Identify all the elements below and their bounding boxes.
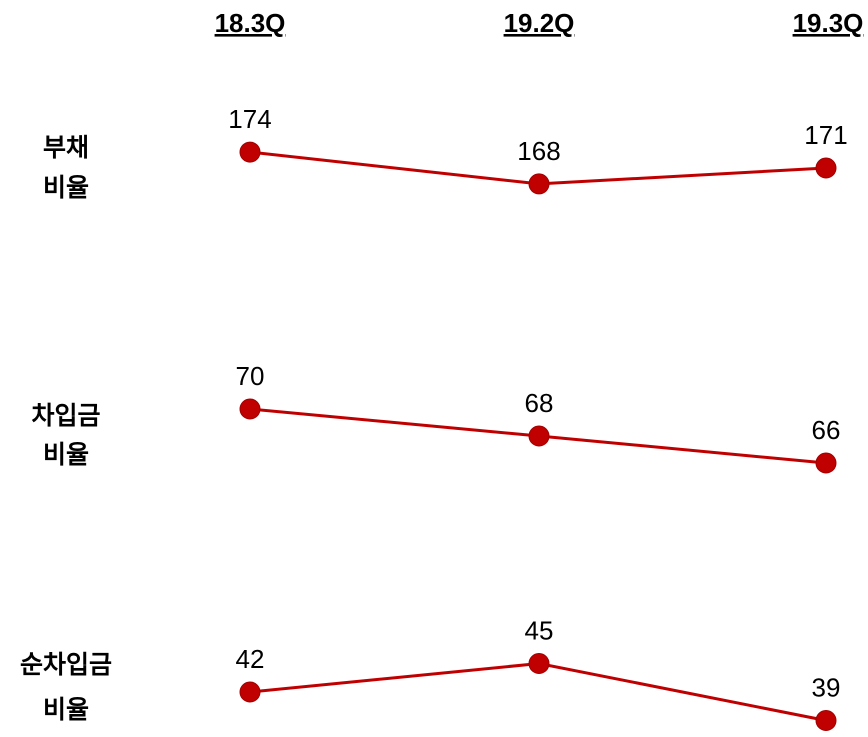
data-point-1-1 [528,425,550,447]
data-point-0-0 [239,141,261,163]
series-0: 174 168 171 [228,104,848,195]
data-label-1-0: 70 [236,361,265,391]
series-2: 42 45 39 [236,616,841,731]
data-label-0-1: 168 [517,136,560,166]
plot-area: 174 168 171 70 68 66 42 45 39 [228,104,848,731]
data-label-1-2: 66 [812,415,841,445]
data-label-2-1: 45 [525,616,554,646]
row-label-1-line-0: 차입금 [31,401,100,430]
data-point-1-2 [815,452,837,474]
row-label-0-line-1: 비율 [43,173,89,202]
data-label-0-0: 174 [228,104,271,134]
data-label-0-2: 171 [804,120,847,150]
data-point-1-0 [239,398,261,420]
row-label-1-line-1: 비율 [43,440,89,469]
period-header: 18.3Q 19.2Q 19.3Q [215,8,864,38]
period-header-19.3Q: 19.3Q [793,8,864,38]
row-label-2-line-1: 비율 [43,695,89,724]
period-header-19.2Q: 19.2Q [504,8,575,38]
data-label-1-1: 68 [525,388,554,418]
row-label-2-line-0: 순차입금 [20,650,112,679]
row-label-0-line-0: 부채 [43,133,89,162]
data-point-2-2 [815,710,837,731]
series-1: 70 68 66 [236,361,841,474]
data-point-0-2 [815,157,837,179]
data-point-2-0 [239,681,261,703]
data-point-0-1 [528,173,550,195]
data-point-2-1 [528,653,550,674]
data-label-2-0: 42 [236,644,265,674]
period-header-18.3Q: 18.3Q [215,8,286,38]
data-label-2-2: 39 [812,673,841,703]
